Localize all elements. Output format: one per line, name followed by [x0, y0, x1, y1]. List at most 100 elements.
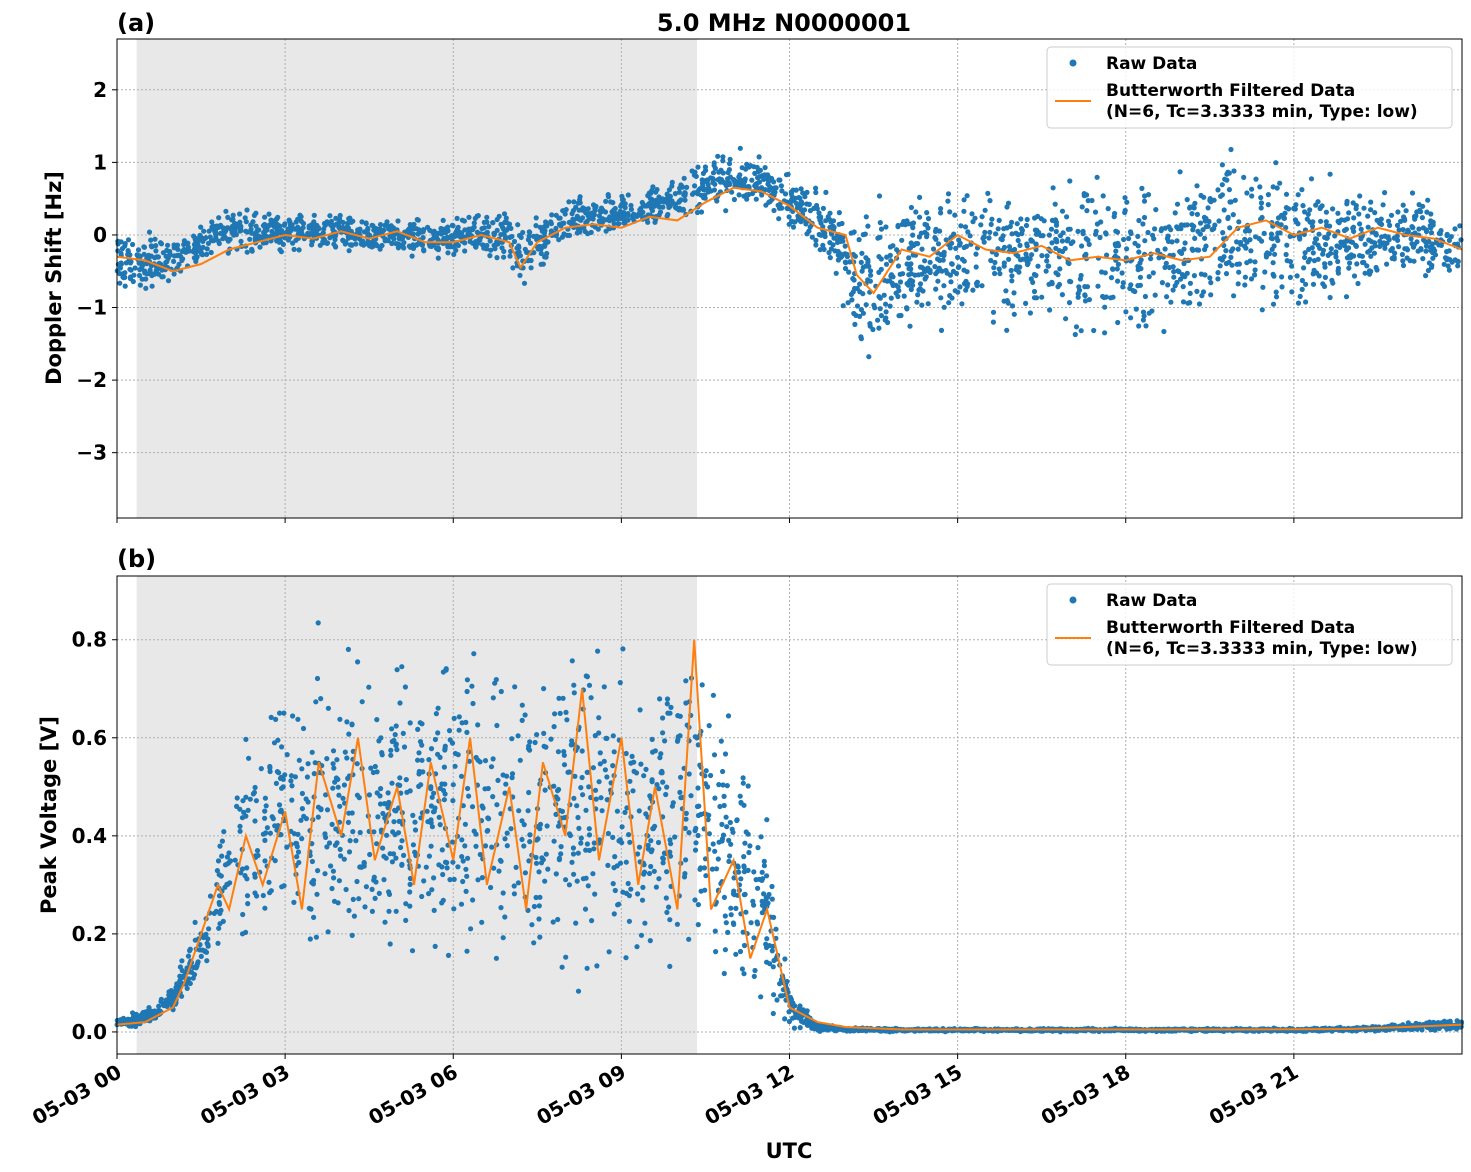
raw-data-point	[753, 182, 759, 188]
raw-data-point	[728, 905, 734, 911]
raw-data-point	[499, 224, 506, 230]
raw-data-point	[1260, 284, 1266, 290]
raw-data-point	[1335, 210, 1341, 216]
raw-data-point	[725, 713, 732, 719]
raw-data-point	[725, 169, 731, 176]
raw-data-point	[471, 651, 477, 657]
raw-data-point	[601, 758, 607, 764]
raw-data-point	[1194, 288, 1200, 294]
raw-data-point	[1337, 244, 1343, 250]
raw-data-point	[845, 300, 851, 306]
raw-data-point	[948, 279, 954, 285]
raw-data-point	[1135, 283, 1141, 289]
raw-data-point	[1053, 222, 1060, 228]
raw-data-point	[324, 844, 330, 850]
raw-data-point	[304, 774, 310, 780]
raw-data-point	[346, 907, 352, 914]
raw-data-point	[710, 841, 716, 847]
raw-data-point	[158, 996, 164, 1002]
raw-data-point	[1273, 294, 1280, 300]
raw-data-point	[1142, 193, 1148, 199]
raw-data-point	[1006, 244, 1013, 250]
raw-data-point	[1428, 230, 1435, 236]
raw-data-point	[1024, 241, 1030, 247]
raw-data-point	[614, 808, 621, 814]
raw-data-point	[876, 193, 883, 199]
raw-data-point	[927, 267, 933, 273]
raw-data-point	[410, 842, 416, 848]
raw-data-point	[115, 238, 121, 244]
raw-data-point	[298, 214, 304, 220]
raw-data-point	[1424, 209, 1430, 215]
raw-data-point	[527, 839, 533, 845]
raw-data-point	[1044, 253, 1050, 259]
raw-data-point	[979, 214, 985, 220]
raw-data-point	[400, 730, 406, 737]
raw-data-point	[391, 236, 397, 242]
raw-data-point	[423, 864, 429, 870]
raw-data-point	[207, 234, 213, 240]
raw-data-point	[642, 920, 648, 926]
raw-data-point	[1077, 276, 1083, 282]
raw-data-point	[665, 211, 671, 218]
raw-data-point	[723, 183, 730, 189]
raw-data-point	[334, 757, 340, 763]
raw-data-point	[464, 729, 470, 736]
raw-data-point	[498, 905, 504, 911]
raw-data-point	[252, 784, 258, 791]
raw-data-point	[221, 226, 227, 232]
raw-data-point	[1388, 212, 1395, 218]
raw-data-point	[652, 219, 658, 225]
raw-data-point	[541, 686, 547, 692]
raw-data-point	[860, 232, 866, 238]
raw-data-point	[959, 301, 965, 307]
raw-data-point	[508, 826, 514, 832]
raw-data-point	[273, 716, 279, 723]
raw-data-point	[207, 893, 214, 899]
raw-data-point	[1346, 265, 1352, 271]
raw-data-point	[585, 231, 591, 237]
raw-data-point	[1006, 256, 1012, 262]
raw-data-point	[683, 700, 689, 706]
raw-data-point	[619, 197, 626, 203]
raw-data-point	[471, 220, 477, 226]
raw-data-point	[782, 956, 788, 962]
raw-data-point	[965, 229, 971, 235]
raw-data-point	[1328, 246, 1334, 252]
raw-data-point	[1263, 254, 1269, 260]
raw-data-point	[418, 782, 424, 788]
raw-data-point	[1124, 246, 1130, 252]
raw-data-point	[1076, 284, 1082, 290]
raw-data-point	[558, 844, 564, 850]
raw-data-point	[1299, 277, 1305, 284]
raw-data-point	[262, 795, 268, 801]
raw-data-point	[389, 726, 395, 732]
raw-data-point	[450, 798, 456, 804]
raw-data-point	[917, 214, 923, 220]
raw-data-point	[748, 163, 754, 169]
raw-data-point	[817, 247, 823, 253]
raw-data-point	[1283, 251, 1289, 258]
raw-data-point	[1322, 261, 1328, 267]
raw-data-point	[387, 941, 393, 947]
raw-data-point	[1395, 209, 1401, 215]
raw-data-point	[130, 241, 136, 248]
raw-data-point	[712, 795, 718, 801]
raw-data-point	[342, 749, 348, 755]
raw-data-point	[525, 746, 532, 752]
raw-data-point	[276, 802, 283, 808]
raw-data-point	[260, 892, 266, 899]
raw-data-point	[950, 268, 957, 274]
raw-data-point	[571, 682, 577, 688]
raw-data-point	[695, 922, 701, 928]
raw-data-point	[1220, 230, 1226, 236]
raw-data-point	[294, 844, 300, 850]
raw-data-point	[1283, 191, 1290, 197]
raw-data-point	[399, 861, 405, 868]
raw-data-point	[1284, 242, 1290, 248]
raw-data-point	[1343, 294, 1350, 300]
raw-data-point	[561, 220, 567, 226]
raw-data-point	[1265, 192, 1271, 198]
raw-data-point	[930, 246, 937, 252]
raw-data-point	[925, 225, 931, 231]
